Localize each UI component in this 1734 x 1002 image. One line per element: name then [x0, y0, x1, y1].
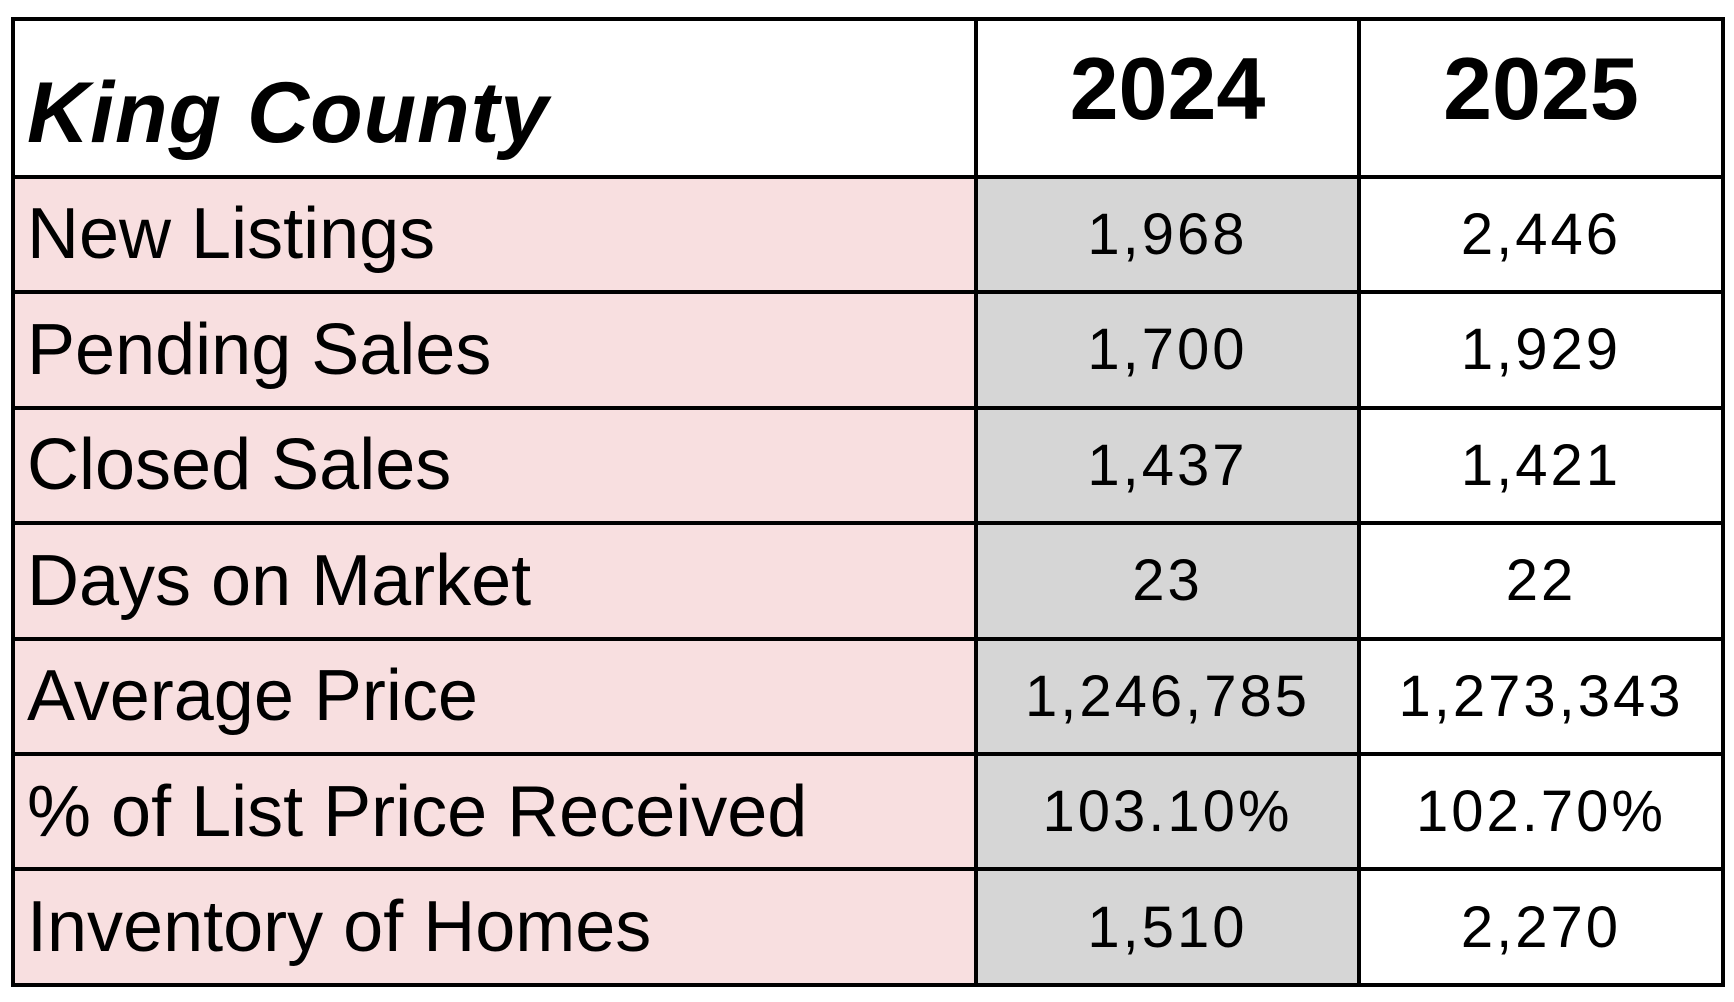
row-label: New Listings [11, 174, 978, 295]
value-2025: 1,273,343 [1357, 636, 1725, 756]
row-label: Closed Sales [11, 405, 978, 526]
value-2025: 2,446 [1357, 174, 1725, 295]
value-2024: 1,510 [974, 867, 1361, 987]
year-header-2024: 2024 [974, 17, 1361, 179]
value-2024: 103.10% [974, 751, 1361, 872]
table-row: % of List Price Received 103.10% 102.70% [11, 751, 1725, 872]
table-row: Closed Sales 1,437 1,421 [11, 405, 1725, 526]
row-label: Pending Sales [11, 290, 978, 410]
table-row: Inventory of Homes 1,510 2,270 [11, 867, 1725, 987]
row-label: Average Price [11, 636, 978, 756]
table-row: Average Price 1,246,785 1,273,343 [11, 636, 1725, 756]
table-row: New Listings 1,968 2,446 [11, 174, 1725, 295]
year-header-2025: 2025 [1357, 17, 1725, 179]
value-2024: 1,968 [974, 174, 1361, 295]
value-2024: 1,246,785 [974, 636, 1361, 756]
value-2024: 23 [974, 521, 1361, 641]
market-stats-table: King County 2024 2025 New Listings 1,968… [11, 17, 1725, 987]
value-2025: 2,270 [1357, 867, 1725, 987]
value-2024: 1,437 [974, 405, 1361, 526]
row-label: Inventory of Homes [11, 867, 978, 987]
value-2025: 102.70% [1357, 751, 1725, 872]
region-title: King County [11, 17, 978, 179]
table-row: Pending Sales 1,700 1,929 [11, 290, 1725, 410]
table-row: Days on Market 23 22 [11, 521, 1725, 641]
row-label: % of List Price Received [11, 751, 978, 872]
value-2024: 1,700 [974, 290, 1361, 410]
value-2025: 22 [1357, 521, 1725, 641]
row-label: Days on Market [11, 521, 978, 641]
table-header-row: King County 2024 2025 [11, 17, 1725, 179]
value-2025: 1,929 [1357, 290, 1725, 410]
value-2025: 1,421 [1357, 405, 1725, 526]
